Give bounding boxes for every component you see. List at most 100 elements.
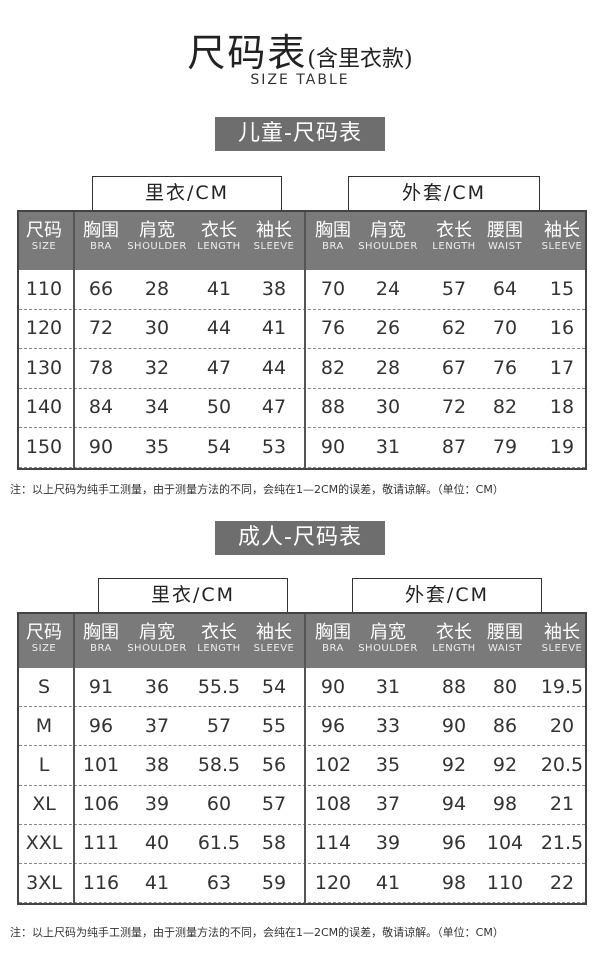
table-cell: 33	[375, 714, 401, 737]
header-cell: 肩宽 SHOULDER	[358, 220, 418, 253]
table-cell: 94	[441, 793, 467, 816]
table-cell: 150	[25, 435, 63, 458]
table-cell: 130	[25, 356, 63, 379]
table-cell: 54	[206, 435, 232, 458]
table-cell: 19.5	[540, 675, 584, 698]
table-cell: 31	[375, 675, 401, 698]
table-row: 140 84 34 50 47 88 30 72 82 18	[19, 389, 585, 428]
table-cell: 34	[144, 396, 170, 419]
header-cell: 袖长 SLEEVE	[253, 220, 295, 253]
table-cell: 32	[144, 356, 170, 379]
table-cell: 55	[261, 714, 287, 737]
table-cell: 57	[441, 277, 467, 300]
table-cell: 82	[492, 396, 518, 419]
table-cell: 80	[492, 675, 518, 698]
table-cell: 90	[320, 675, 346, 698]
header-cell: 腰围 WAIST	[487, 622, 523, 655]
table-cell: 44	[206, 317, 232, 340]
table-cell: 88	[441, 675, 467, 698]
table-cell: 110	[486, 871, 524, 894]
table-cell: 86	[492, 714, 518, 737]
table-cell: 90	[320, 435, 346, 458]
table-cell: 37	[144, 714, 170, 737]
table-cell: 58.5	[197, 753, 241, 776]
table-cell: 58	[261, 832, 287, 855]
group-outer: 外套/CM	[352, 578, 542, 612]
table-cell: 106	[82, 793, 120, 816]
header-cell: 衣长 LENGTH	[197, 622, 241, 655]
page-title: 尺码表(含里衣款)	[187, 31, 413, 75]
table-cell: 76	[320, 317, 346, 340]
table-cell: 3XL	[26, 871, 62, 894]
table-cell: 101	[82, 753, 120, 776]
table-cell: 62	[441, 317, 467, 340]
table-cell: 20.5	[540, 753, 584, 776]
table-cell: 82	[320, 356, 346, 379]
table-cell: 35	[375, 753, 401, 776]
table-cell: 38	[144, 753, 170, 776]
table-cell: 55.5	[197, 675, 241, 698]
table-cell: 79	[492, 435, 518, 458]
table-cell: 41	[144, 871, 170, 894]
size-table-kids: 尺码 SIZE 胸围 BRA 肩宽 SHOULDER 衣长 LENGTH 袖长 SLEEVE 胸围 B…	[17, 210, 587, 470]
section-title-adults: 成人-尺码表	[215, 521, 385, 555]
table-cell: 120	[314, 871, 352, 894]
table-cell: 108	[314, 793, 352, 816]
table-cell: XL	[32, 793, 56, 816]
header-cell: 胸围 BRA	[83, 220, 119, 253]
table-cell: 57	[206, 714, 232, 737]
header-cell: 衣长 LENGTH	[432, 220, 476, 253]
table-cell: 39	[144, 793, 170, 816]
table-cell: 38	[261, 277, 287, 300]
table-cell: 63	[206, 871, 232, 894]
header-cell: 腰围 WAIST	[487, 220, 523, 253]
table-cell: 72	[88, 317, 114, 340]
table-cell: 140	[25, 396, 63, 419]
table-cell: M	[35, 714, 53, 737]
table-cell: 18	[549, 396, 575, 419]
divider	[304, 614, 306, 904]
table-cell: 17	[549, 356, 575, 379]
table-cell: 37	[375, 793, 401, 816]
table-cell: 72	[441, 396, 467, 419]
table-cell: XXL	[25, 832, 63, 855]
table-cell: 53	[261, 435, 287, 458]
table-cell: 47	[261, 396, 287, 419]
table-cell: 19	[549, 435, 575, 458]
table-cell: 40	[144, 832, 170, 855]
note: 注：以上尺码为纯手工测量，由于测量方法的不同，会纯在1—2CM的误差，敬请谅解。…	[10, 926, 504, 939]
table-cell: 20	[549, 714, 575, 737]
table-cell: 70	[320, 277, 346, 300]
header-cell: 袖长 SLEEVE	[541, 622, 583, 655]
section-title-kids: 儿童-尺码表	[215, 117, 385, 151]
table-cell: 91	[88, 675, 114, 698]
table-cell: 56	[261, 753, 287, 776]
table-cell: 90	[88, 435, 114, 458]
header-cell: 袖长 SLEEVE	[541, 220, 583, 253]
header-cell: 胸围 BRA	[315, 622, 351, 655]
table-cell: 36	[144, 675, 170, 698]
table-row: 150 90 35 54 53 90 31 87 79 19	[19, 428, 585, 468]
table-cell: 96	[320, 714, 346, 737]
table-cell: 60	[206, 793, 232, 816]
table-cell: 90	[441, 714, 467, 737]
note: 注：以上尺码为纯手工测量，由于测量方法的不同，会纯在1—2CM的误差，敬请谅解。…	[10, 483, 504, 496]
table-cell: 44	[261, 356, 287, 379]
table-cell: 104	[486, 832, 524, 855]
table-cell: 96	[441, 832, 467, 855]
table-row: XL 106 39 60 57 108 37 94 98 21	[19, 786, 585, 825]
table-header: 尺码 SIZE 胸围 BRA 肩宽 SHOULDER 衣长 LENGTH 袖长 SLEEVE 胸围 B…	[19, 614, 585, 668]
table-cell: 30	[375, 396, 401, 419]
size-table-adults: 尺码 SIZE 胸围 BRA 肩宽 SHOULDER 衣长 LENGTH 袖长 SLEEVE 胸围 B…	[17, 612, 587, 906]
group-inner: 里衣/CM	[98, 578, 288, 612]
table-cell: 92	[441, 753, 467, 776]
header-cell: 衣长 LENGTH	[197, 220, 241, 253]
table-row: M 96 37 57 55 96 33 90 86 20	[19, 707, 585, 747]
table-cell: 57	[261, 793, 287, 816]
table-cell: 96	[88, 714, 114, 737]
table-cell: 28	[144, 277, 170, 300]
table-cell: 41	[375, 871, 401, 894]
table-row: 3XL 116 41 63 59 120 41 98 110 22	[19, 864, 585, 904]
header-cell: 胸围 BRA	[315, 220, 351, 253]
table-cell: 22	[549, 871, 575, 894]
